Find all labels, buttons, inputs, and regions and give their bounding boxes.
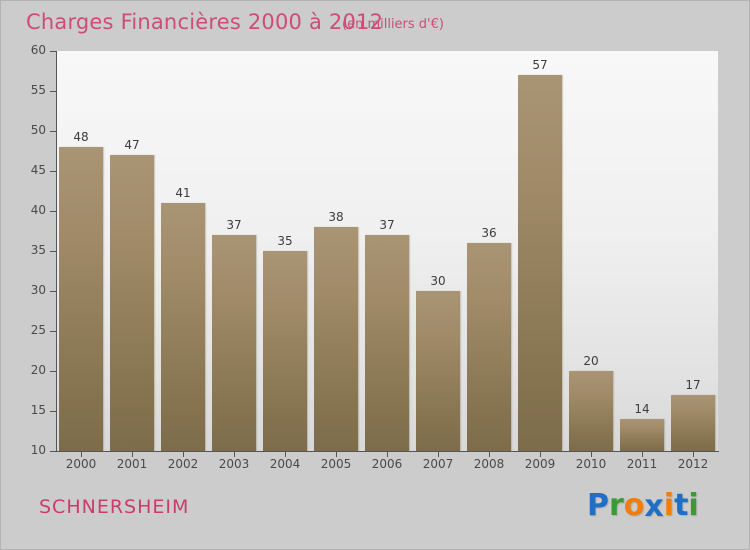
y-axis-label: 25	[30, 323, 46, 337]
x-axis-label-2010: 2010	[575, 457, 607, 471]
bar-value-label: 20	[583, 354, 599, 368]
bar-value-label: 41	[175, 186, 191, 200]
x-axis-tick	[438, 452, 439, 457]
x-axis-line	[56, 451, 719, 452]
y-axis-tick	[50, 291, 56, 292]
y-axis-tick	[50, 91, 56, 92]
y-axis-tick	[50, 171, 56, 172]
y-axis-line	[56, 51, 57, 452]
x-axis-tick	[693, 452, 694, 457]
x-axis-label-2002: 2002	[167, 457, 199, 471]
y-axis-label: 45	[30, 163, 46, 177]
x-axis-tick	[81, 452, 82, 457]
y-axis-tick	[50, 371, 56, 372]
bar-value-label: 47	[124, 138, 140, 152]
bar-2010[interactable]	[569, 371, 613, 451]
logo-letter-4: i	[663, 488, 675, 523]
x-axis-label-2011: 2011	[626, 457, 658, 471]
x-axis-tick	[234, 452, 235, 457]
y-axis-label: 15	[30, 403, 46, 417]
y-axis-label: 40	[30, 203, 46, 217]
bar-2012[interactable]	[671, 395, 715, 451]
x-axis-label-2006: 2006	[371, 457, 403, 471]
bar-value-label: 30	[430, 274, 446, 288]
bar-value-label: 37	[226, 218, 242, 232]
proxiti-logo[interactable]: Proxiti	[587, 488, 699, 524]
x-axis-label-2009: 2009	[524, 457, 556, 471]
logo-letter-1: r	[609, 488, 624, 523]
bar-2008[interactable]	[467, 243, 511, 451]
x-axis-tick	[387, 452, 388, 457]
x-axis-tick	[336, 452, 337, 457]
chart-subtitle: (en milliers d'€)	[342, 17, 444, 32]
y-axis-label: 60	[30, 43, 46, 57]
logo-letter-2: o	[623, 488, 645, 523]
x-axis-tick	[132, 452, 133, 457]
bar-value-label: 38	[328, 210, 344, 224]
x-axis-label-2001: 2001	[116, 457, 148, 471]
y-axis-tick	[50, 211, 56, 212]
y-axis-tick	[50, 51, 56, 52]
bar-value-label: 48	[73, 130, 89, 144]
bar-2009[interactable]	[518, 75, 562, 451]
y-axis-tick	[50, 251, 56, 252]
bar-2011[interactable]	[620, 419, 664, 451]
x-axis-tick	[183, 452, 184, 457]
bar-2004[interactable]	[263, 251, 307, 451]
bar-2007[interactable]	[416, 291, 460, 451]
x-axis-tick	[489, 452, 490, 457]
y-axis-label: 50	[30, 123, 46, 137]
logo-letter-0: P	[587, 488, 609, 523]
page-title: Charges Financières 2000 à 2012	[26, 10, 384, 34]
bar-2005[interactable]	[314, 227, 358, 451]
x-axis-tick	[540, 452, 541, 457]
x-axis-tick	[642, 452, 643, 457]
x-axis-label-2012: 2012	[677, 457, 709, 471]
bar-2000[interactable]	[59, 147, 103, 451]
bar-value-label: 35	[277, 234, 293, 248]
chart-footer: SCHNERSHEIM Proxiti	[1, 481, 749, 549]
bar-value-label: 37	[379, 218, 395, 232]
logo-letter-3: x	[644, 489, 664, 524]
y-axis-label: 35	[30, 243, 46, 257]
bar-2003[interactable]	[212, 235, 256, 451]
y-axis-tick	[50, 331, 56, 332]
y-axis-tick	[50, 131, 56, 132]
x-axis-label-2005: 2005	[320, 457, 352, 471]
y-axis-label: 10	[30, 443, 46, 457]
x-axis-label-2000: 2000	[65, 457, 97, 471]
chart-header: Charges Financières 2000 à 2012 (en mill…	[1, 1, 749, 41]
x-axis-tick	[285, 452, 286, 457]
x-axis-label-2004: 2004	[269, 457, 301, 471]
x-axis-tick	[591, 452, 592, 457]
bar-value-label: 36	[481, 226, 497, 240]
y-axis-tick	[50, 451, 56, 452]
y-axis-label: 20	[30, 363, 46, 377]
x-axis-label-2007: 2007	[422, 457, 454, 471]
bar-2006[interactable]	[365, 235, 409, 451]
y-axis-label: 55	[30, 83, 46, 97]
logo-letter-6: i	[688, 488, 699, 523]
bar-2001[interactable]	[110, 155, 154, 451]
x-axis-label-2003: 2003	[218, 457, 250, 471]
bar-value-label: 57	[532, 58, 548, 72]
bar-value-label: 14	[634, 402, 650, 416]
x-axis-label-2008: 2008	[473, 457, 505, 471]
logo-letter-5: t	[674, 488, 689, 523]
bar-value-label: 17	[685, 378, 701, 392]
y-axis-label: 30	[30, 283, 46, 297]
y-axis-tick	[50, 411, 56, 412]
bar-2002[interactable]	[161, 203, 205, 451]
commune-name: SCHNERSHEIM	[39, 496, 190, 518]
